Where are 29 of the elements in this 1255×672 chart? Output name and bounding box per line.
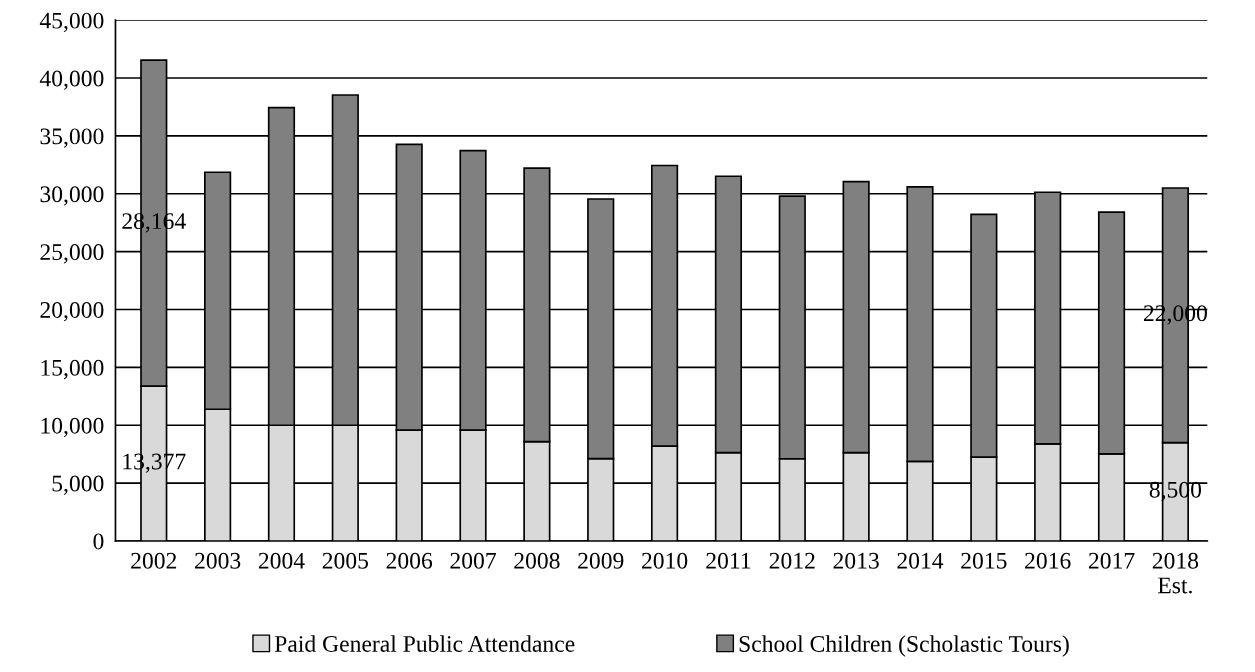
legend-label: Paid General Public Attendance: [274, 635, 575, 652]
y-tick-label: 10,000: [41, 417, 104, 438]
x-tick-label: 2004: [258, 552, 305, 569]
y-tick-label: 35,000: [40, 128, 104, 148]
x-tick-label: 2014: [897, 552, 944, 569]
y-tick-label: 0: [93, 533, 104, 550]
y-tick-label: 5,000: [52, 475, 104, 495]
x-tick-label: 2010: [642, 552, 688, 569]
x-tick-label: 2013: [833, 552, 879, 569]
x-tick-label: 2012: [769, 552, 815, 569]
x-tick-label: 2018 Est.: [1152, 552, 1199, 594]
x-tick-label: 2006: [386, 552, 433, 569]
x-tick-label: 2007: [450, 552, 496, 569]
x-tick-label: 2016: [1025, 552, 1071, 569]
x-tick-label: 2009: [578, 552, 624, 569]
legend-label: School Children (Scholastic Tours): [739, 635, 1069, 657]
y-tick-label: 15,000: [41, 359, 104, 380]
x-tick-label: 2017: [1088, 552, 1135, 569]
x-tick-label: 2011: [706, 552, 751, 569]
x-tick-label: 2005: [322, 552, 369, 569]
x-tick-label: 2002: [131, 552, 177, 569]
y-tick-label: 40,000: [39, 70, 104, 90]
y-tick-label: 20,000: [40, 301, 104, 322]
x-tick-label: 2008: [514, 552, 560, 569]
y-tick-label: 45,000: [39, 12, 104, 32]
y-tick-label: 25,000: [40, 244, 104, 264]
x-tick-label: 2015: [961, 552, 1007, 569]
x-tick-label: 2003: [195, 552, 241, 569]
y-tick-label: 30,000: [40, 186, 104, 206]
